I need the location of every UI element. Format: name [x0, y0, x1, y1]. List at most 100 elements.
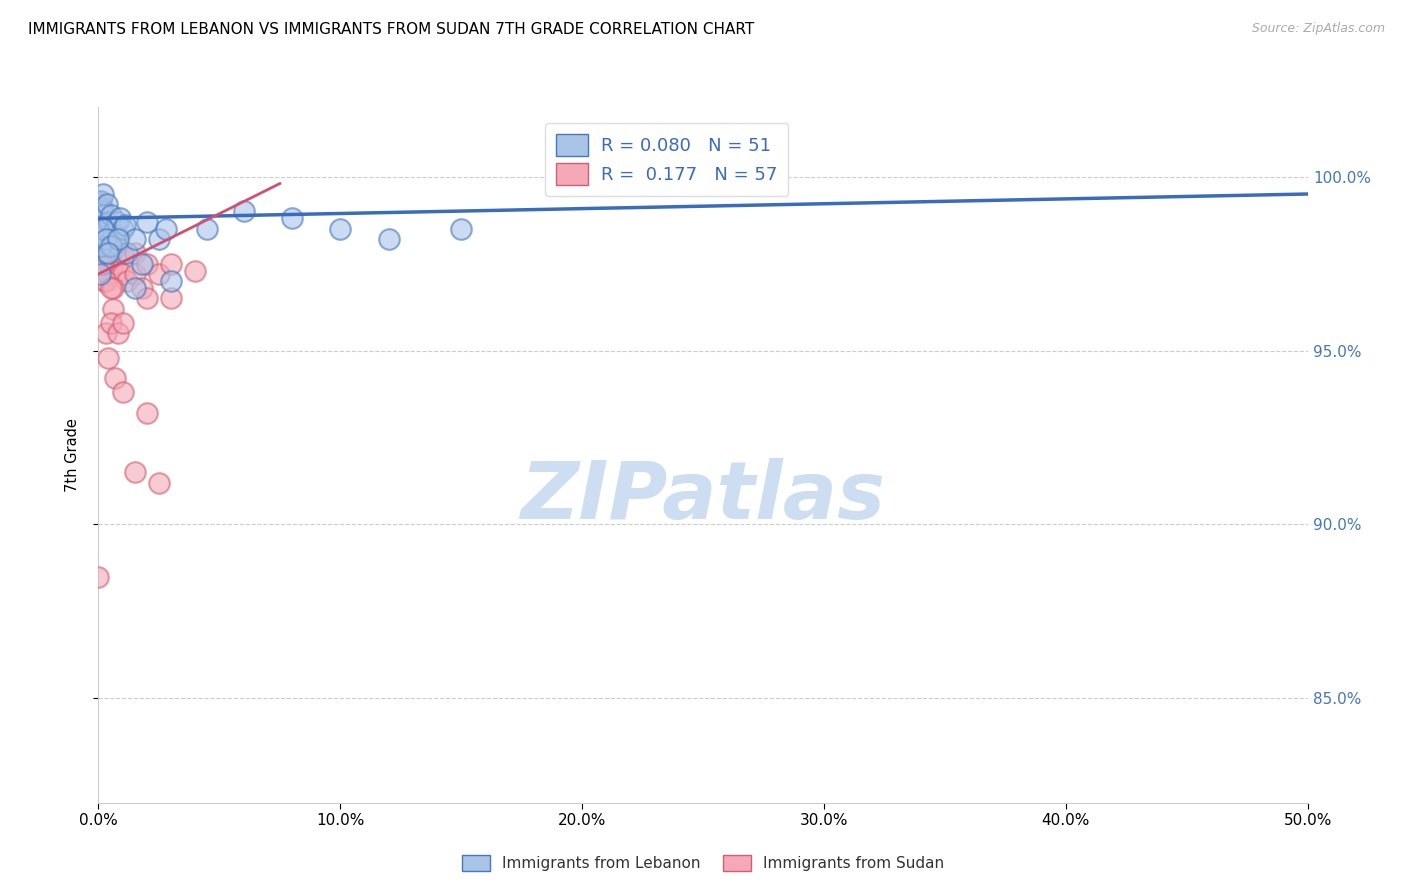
Point [124, 232, 146, 246]
Point [124, 267, 146, 281]
Point [96, 197, 118, 211]
Point [91, 246, 114, 260]
Legend: Immigrants from Lebanon, Immigrants from Sudan: Immigrants from Lebanon, Immigrants from… [456, 849, 950, 877]
Point [104, 239, 127, 253]
Point [91, 232, 114, 246]
Point [124, 281, 146, 295]
Point [91, 204, 114, 219]
Point [87, 194, 110, 208]
Point [90, 246, 112, 260]
Point [377, 232, 399, 246]
Point [94, 232, 117, 246]
Point [90, 257, 112, 271]
Point [117, 274, 139, 288]
Point [90, 239, 112, 253]
Point [97, 246, 120, 260]
Point [160, 257, 183, 271]
Point [114, 219, 136, 233]
Point [101, 225, 124, 239]
Point [93, 208, 115, 222]
Point [97, 267, 120, 281]
Point [91, 222, 114, 236]
Point [91, 219, 114, 233]
Point [94, 326, 117, 341]
Point [87, 222, 110, 236]
Point [90, 239, 112, 253]
Point [89, 204, 111, 219]
Point [87, 570, 110, 584]
Point [90, 215, 112, 229]
Point [111, 385, 134, 400]
Point [87, 197, 110, 211]
Point [104, 371, 127, 385]
Legend: R = 0.080   N = 51, R =  0.177   N = 57: R = 0.080 N = 51, R = 0.177 N = 57 [546, 123, 789, 196]
Point [101, 257, 124, 271]
Text: ZIPatlas: ZIPatlas [520, 458, 886, 536]
Point [100, 281, 122, 295]
Point [155, 222, 177, 236]
Point [97, 239, 120, 253]
Point [111, 267, 134, 281]
Point [107, 228, 129, 243]
Point [90, 211, 112, 226]
Point [94, 246, 117, 260]
Point [184, 263, 207, 277]
Point [91, 257, 114, 271]
Point [105, 215, 128, 229]
Point [90, 194, 112, 208]
Point [98, 215, 121, 229]
Point [108, 211, 131, 226]
Point [94, 228, 117, 243]
Point [107, 239, 129, 253]
Point [91, 222, 114, 236]
Point [87, 246, 110, 260]
Point [117, 246, 139, 260]
Point [89, 232, 111, 246]
Y-axis label: 7th Grade: 7th Grade [65, 418, 80, 491]
Point [104, 235, 127, 250]
Point [87, 211, 110, 226]
Point [124, 466, 146, 480]
Point [131, 257, 153, 271]
Text: Source: ZipAtlas.com: Source: ZipAtlas.com [1251, 22, 1385, 36]
Point [195, 222, 218, 236]
Point [148, 267, 170, 281]
Point [91, 225, 114, 239]
Point [94, 222, 117, 236]
Point [160, 274, 183, 288]
Point [135, 292, 157, 306]
Point [148, 232, 170, 246]
Point [91, 187, 114, 202]
Point [89, 204, 111, 219]
Point [87, 222, 110, 236]
Point [100, 246, 122, 260]
Point [93, 215, 115, 229]
Point [89, 257, 111, 271]
Point [111, 246, 134, 260]
Point [100, 208, 122, 222]
Point [91, 204, 114, 219]
Point [450, 222, 472, 236]
Point [97, 246, 120, 260]
Point [100, 316, 122, 330]
Point [101, 281, 124, 295]
Point [101, 301, 124, 316]
Point [281, 211, 304, 226]
Point [89, 267, 111, 281]
Point [107, 232, 129, 246]
Point [94, 253, 117, 268]
Point [232, 204, 254, 219]
Point [135, 406, 157, 420]
Point [91, 201, 114, 215]
Point [135, 257, 157, 271]
Point [91, 257, 114, 271]
Point [100, 239, 122, 253]
Point [160, 292, 183, 306]
Point [97, 351, 120, 365]
Point [93, 274, 115, 288]
Point [329, 222, 352, 236]
Point [90, 239, 112, 253]
Point [100, 222, 122, 236]
Point [89, 222, 111, 236]
Point [107, 263, 129, 277]
